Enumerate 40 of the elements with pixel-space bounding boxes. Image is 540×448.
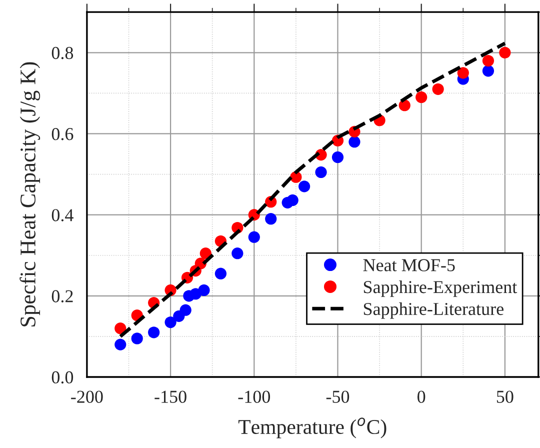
x-axis-title: Temperature ($^{o}$C) bbox=[238, 418, 386, 438]
point bbox=[398, 100, 410, 112]
y-tick-label: 0.6 bbox=[52, 128, 74, 140]
point bbox=[131, 332, 143, 344]
legend-label: Sapphire-Literature bbox=[364, 302, 504, 319]
point bbox=[198, 284, 210, 296]
point bbox=[432, 83, 444, 95]
point bbox=[164, 316, 176, 328]
point bbox=[232, 248, 244, 260]
x-tick-label: 50 bbox=[496, 390, 514, 403]
point bbox=[214, 268, 227, 280]
point bbox=[114, 338, 126, 350]
point bbox=[348, 136, 360, 148]
x-tick-label: -50 bbox=[326, 390, 350, 403]
x-tick-label: -100 bbox=[238, 390, 270, 403]
point bbox=[416, 91, 428, 104]
point bbox=[148, 326, 160, 338]
legend-label: Neat MOF-5 bbox=[363, 259, 455, 272]
y-tick-label: 0.0 bbox=[52, 371, 74, 384]
point bbox=[286, 194, 298, 206]
point bbox=[180, 304, 192, 316]
y-tick-label: 0.2 bbox=[52, 290, 73, 302]
point bbox=[457, 67, 469, 79]
y-axis-title: Specfic Heat Capacity (J/g K) bbox=[20, 62, 40, 326]
x-tick-label: -200 bbox=[71, 390, 103, 403]
point bbox=[482, 54, 494, 67]
x-tick-label: -150 bbox=[154, 390, 186, 403]
point bbox=[265, 213, 277, 225]
point bbox=[298, 180, 310, 192]
point bbox=[499, 46, 511, 58]
point bbox=[200, 248, 212, 260]
legend-label: Sapphire-Experiment bbox=[364, 280, 518, 297]
point bbox=[315, 166, 327, 178]
point bbox=[248, 231, 260, 243]
point bbox=[482, 65, 494, 77]
point bbox=[332, 151, 344, 164]
point bbox=[114, 322, 126, 334]
y-tick-label: 0.8 bbox=[52, 46, 74, 60]
y-tick-label: 0.4 bbox=[52, 209, 74, 222]
x-tick-label: 0 bbox=[418, 390, 426, 403]
